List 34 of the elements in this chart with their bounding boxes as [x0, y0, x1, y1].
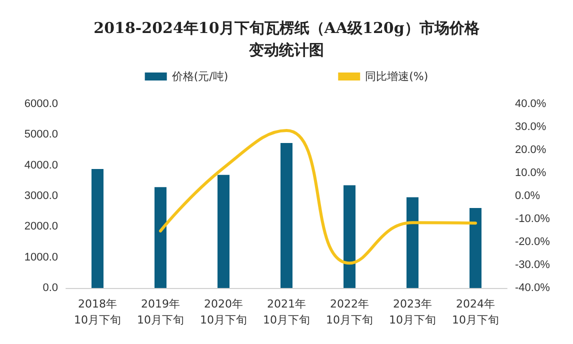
bar	[92, 169, 104, 288]
y2-tick-label: 30.0%	[515, 121, 546, 133]
y2-tick-label: 10.0%	[515, 167, 546, 179]
y-tick-label: 6000.0	[24, 98, 58, 110]
legend-label: 同比增速(%)	[365, 70, 428, 83]
bar	[154, 187, 166, 288]
y2-tick-label: -40.0%	[515, 282, 550, 294]
y-tick-label: 1000.0	[24, 251, 58, 264]
x-tick-label: 2019年 10月下旬	[137, 298, 184, 326]
x-tick-label: 2022年 10月下旬	[326, 298, 373, 326]
y-tick-label: 3000.0	[24, 190, 58, 202]
x-tick-label: 2023年 10月下旬	[389, 298, 436, 326]
legend-label: 价格(元/吨)	[170, 70, 228, 83]
chart-title: 2018-2024年10月下旬瓦楞纸（AA级120g）市场价格变动统计图	[94, 19, 480, 59]
bar	[470, 208, 482, 288]
y2-tick-label: -30.0%	[515, 259, 550, 271]
y-tick-label: 5000.0	[24, 128, 58, 141]
x-tick-label: 2021年 10月下旬	[263, 298, 310, 326]
bar	[344, 185, 356, 288]
y2-tick-label: -20.0%	[515, 236, 550, 248]
x-tick-label: 2024年 10月下旬	[452, 298, 499, 326]
x-tick-label: 2020年 10月下旬	[200, 298, 247, 326]
y2-tick-label: -10.0%	[515, 213, 550, 225]
y2-tick-label: 20.0%	[515, 144, 546, 156]
y-tick-label: 4000.0	[24, 159, 58, 172]
line-series	[159, 128, 477, 265]
y-tick-label: 2000.0	[24, 220, 58, 233]
x-tick-label: 2018年 10月下旬	[74, 298, 121, 326]
bar	[280, 142, 292, 288]
bar	[218, 174, 230, 288]
y2-tick-label: 0.0%	[515, 190, 540, 202]
y-tick-label: 0.0	[42, 282, 58, 294]
y2-tick-label: 40.0%	[515, 98, 546, 110]
bar	[406, 197, 418, 288]
